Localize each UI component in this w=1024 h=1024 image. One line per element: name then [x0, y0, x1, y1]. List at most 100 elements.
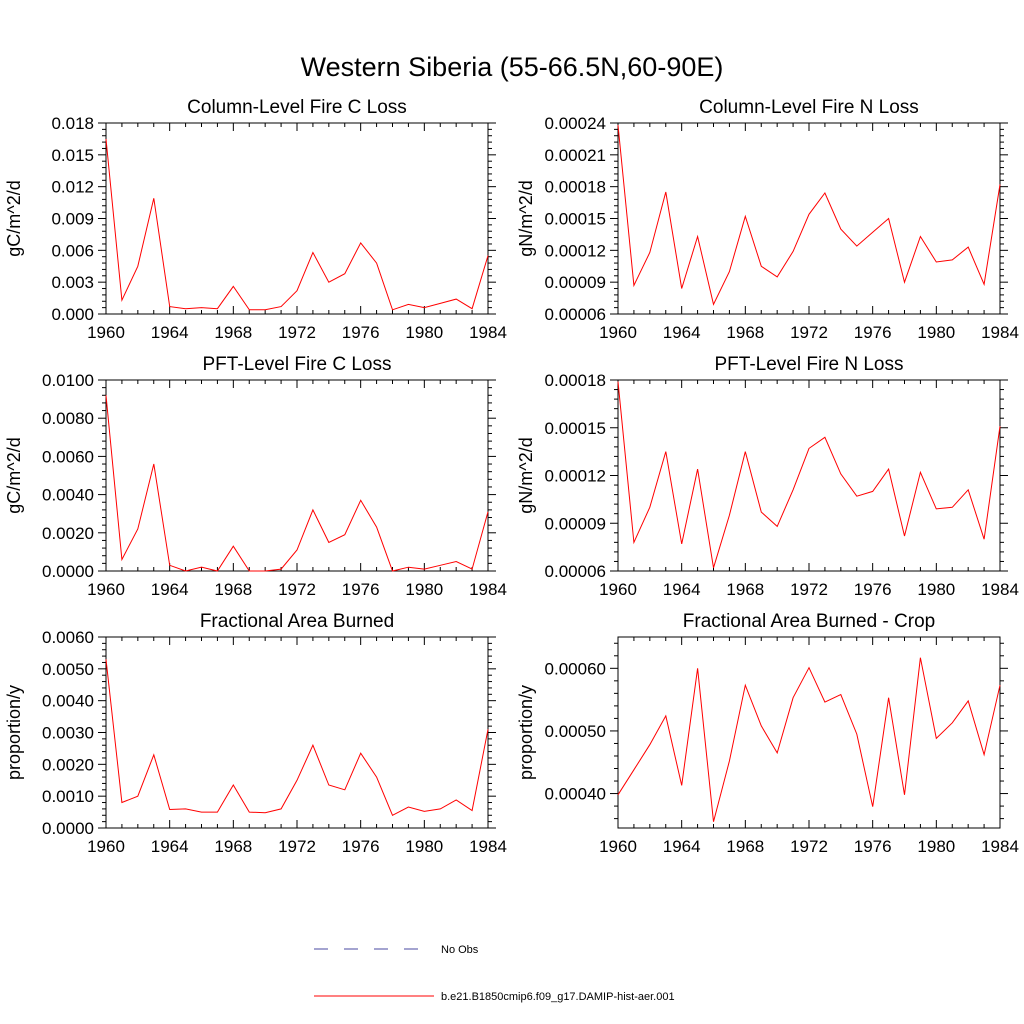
x-tick-label: 1968	[726, 323, 764, 342]
x-tick-label: 1980	[917, 580, 955, 599]
y-tick-label: 0.0020	[42, 524, 94, 543]
x-tick-label: 1984	[981, 323, 1019, 342]
x-tick-label: 1980	[405, 580, 443, 599]
y-tick-label: 0.00012	[545, 241, 606, 260]
x-tick-label: 1968	[726, 580, 764, 599]
plot-frame	[617, 379, 1001, 572]
y-tick-label: 0.0050	[42, 660, 94, 679]
x-tick-label: 1980	[405, 323, 443, 342]
y-tick-label: 0.00060	[545, 659, 606, 678]
y-tick-label: 0.00021	[545, 146, 606, 165]
y-tick-label: 0.0040	[42, 692, 94, 711]
panel-title: Fractional Area Burned - Crop	[683, 611, 935, 632]
x-tick-label: 1960	[87, 580, 125, 599]
x-tick-label: 1960	[599, 837, 637, 856]
y-tick-label: 0.006	[51, 241, 94, 260]
series-line	[617, 381, 1001, 568]
chart-panels: Column-Level Fire C Loss gC/m^2/d 1960 1964…	[4, 97, 1019, 856]
y-tick-label: 0.00006	[545, 305, 606, 324]
x-tick-label: 1960	[87, 837, 125, 856]
series-line	[105, 138, 489, 311]
y-tick-label: 0.0030	[42, 724, 94, 743]
y-tick-label: 0.00040	[545, 785, 606, 804]
x-tick-label: 1976	[854, 323, 892, 342]
panel-title: PFT-Level Fire C Loss	[203, 354, 392, 375]
chart-panel: PFT-Level Fire N Loss gN/m^2/d 1960 1964 196…	[516, 354, 1019, 599]
panel-title: Column-Level Fire C Loss	[187, 97, 407, 118]
y-tick-label: 0.000	[51, 305, 94, 324]
y-axis-label: proportion/y	[516, 685, 536, 780]
y-tick-label: 0.0060	[42, 447, 94, 466]
x-tick-label: 1964	[151, 323, 189, 342]
y-tick-label: 0.00006	[545, 562, 606, 581]
x-tick-label: 1968	[214, 837, 252, 856]
y-axis-label: proportion/y	[4, 685, 24, 780]
y-tick-label: 0.0020	[42, 755, 94, 774]
x-tick-label: 1980	[917, 837, 955, 856]
plot-frame	[105, 636, 489, 829]
x-tick-label: 1984	[469, 837, 507, 856]
y-tick-label: 0.0010	[42, 787, 94, 806]
x-tick-label: 1972	[790, 580, 828, 599]
x-tick-label: 1976	[854, 580, 892, 599]
y-tick-label: 0.0100	[42, 371, 94, 390]
y-tick-label: 0.00009	[545, 273, 606, 292]
y-tick-label: 0.00024	[545, 114, 606, 133]
legend: No Obs b.e21.B1850cmip6.f09_g17.DAMIP-hi…	[314, 944, 675, 1003]
y-tick-label: 0.015	[51, 146, 94, 165]
x-tick-label: 1968	[214, 323, 252, 342]
x-tick-label: 1984	[469, 323, 507, 342]
y-axis-label: gC/m^2/d	[4, 437, 24, 513]
x-tick-label: 1972	[790, 837, 828, 856]
y-tick-label: 0.018	[51, 114, 94, 133]
x-tick-label: 1960	[87, 323, 125, 342]
y-tick-label: 0.00018	[545, 178, 606, 197]
x-tick-label: 1964	[663, 580, 701, 599]
y-axis-label: gN/m^2/d	[516, 180, 536, 256]
x-tick-label: 1972	[278, 580, 316, 599]
x-tick-label: 1976	[342, 837, 380, 856]
x-tick-label: 1976	[342, 580, 380, 599]
y-tick-label: 0.00050	[545, 722, 606, 741]
chart-panel: Column-Level Fire N Loss gN/m^2/d 1960 1964…	[516, 97, 1019, 342]
y-tick-label: 0.0080	[42, 409, 94, 428]
y-tick-label: 0.00015	[545, 210, 606, 229]
y-axis-label: gC/m^2/d	[4, 180, 24, 256]
chart-panel: Fractional Area Burned proportion/y 1960 19…	[4, 611, 507, 856]
x-tick-label: 1972	[278, 323, 316, 342]
y-tick-label: 0.0000	[42, 819, 94, 838]
plot-frame	[105, 122, 489, 315]
chart-panel: PFT-Level Fire C Loss gC/m^2/d 1960 1964 196…	[4, 354, 507, 599]
y-tick-label: 0.003	[51, 273, 94, 292]
series-line	[105, 659, 489, 816]
y-tick-label: 0.00009	[545, 514, 606, 533]
x-tick-label: 1964	[151, 837, 189, 856]
y-tick-label: 0.00015	[545, 419, 606, 438]
y-tick-label: 0.0060	[42, 628, 94, 647]
y-tick-label: 0.0000	[42, 562, 94, 581]
y-tick-label: 0.00018	[545, 371, 606, 390]
x-tick-label: 1984	[469, 580, 507, 599]
y-tick-label: 0.012	[51, 178, 94, 197]
x-tick-label: 1960	[599, 323, 637, 342]
x-tick-label: 1984	[981, 837, 1019, 856]
x-tick-label: 1968	[726, 837, 764, 856]
y-tick-label: 0.009	[51, 210, 94, 229]
x-tick-label: 1960	[599, 580, 637, 599]
legend-label-model: b.e21.B1850cmip6.f09_g17.DAMIP-hist-aer.…	[441, 991, 675, 1003]
legend-label-no-obs: No Obs	[441, 944, 479, 956]
x-tick-label: 1968	[214, 580, 252, 599]
series-line	[617, 657, 1001, 822]
panel-title: Column-Level Fire N Loss	[699, 97, 919, 118]
y-tick-label: 0.0040	[42, 486, 94, 505]
x-tick-label: 1972	[790, 323, 828, 342]
series-line	[617, 125, 1001, 306]
x-tick-label: 1980	[405, 837, 443, 856]
panel-title: Fractional Area Burned	[200, 611, 394, 632]
x-tick-label: 1976	[342, 323, 380, 342]
x-tick-label: 1964	[663, 323, 701, 342]
panel-title: PFT-Level Fire N Loss	[715, 354, 904, 375]
x-tick-label: 1964	[151, 580, 189, 599]
plot-frame	[617, 122, 1001, 315]
